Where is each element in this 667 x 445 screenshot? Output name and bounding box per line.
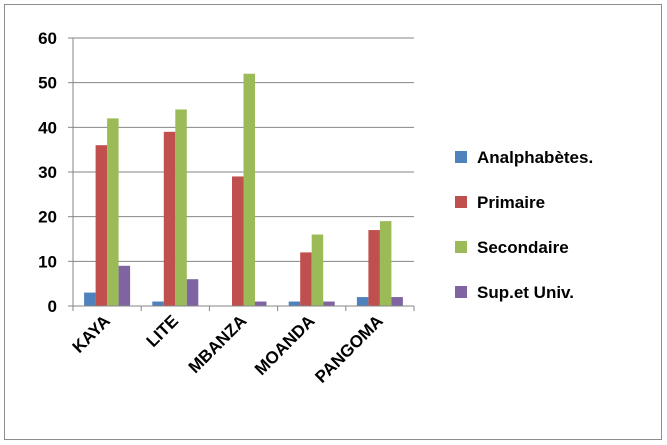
legend-swatch bbox=[455, 286, 467, 298]
bar bbox=[95, 145, 108, 306]
y-tick-label: 0 bbox=[48, 297, 57, 316]
x-tick-label: KAYA bbox=[69, 311, 114, 356]
x-tick-label: MOANDA bbox=[251, 311, 319, 379]
legend: Analphabètes. Primaire Secondaire Sup.et Un… bbox=[455, 148, 593, 302]
y-tick-label: 10 bbox=[38, 252, 57, 271]
bar bbox=[368, 230, 380, 306]
x-tick-label: MBANZA bbox=[185, 311, 251, 377]
legend-label: Analphabètes. bbox=[477, 148, 593, 167]
bar bbox=[288, 301, 301, 306]
bar bbox=[175, 109, 187, 306]
bar bbox=[243, 73, 255, 306]
bars bbox=[84, 73, 403, 307]
bar bbox=[391, 297, 403, 306]
y-tick-label: 30 bbox=[38, 163, 57, 182]
x-tick-label: PANGOMA bbox=[311, 311, 386, 386]
y-tick-label: 40 bbox=[38, 118, 57, 137]
legend-label: Sup.et Univ. bbox=[477, 283, 574, 302]
axes bbox=[72, 38, 415, 311]
bar bbox=[323, 301, 335, 306]
bar bbox=[163, 131, 176, 306]
legend-swatch bbox=[455, 196, 467, 208]
legend-swatch bbox=[455, 151, 467, 163]
bar bbox=[107, 118, 119, 307]
bar bbox=[356, 297, 369, 306]
bar bbox=[84, 292, 96, 306]
bar bbox=[232, 176, 244, 306]
legend-swatch bbox=[455, 241, 467, 253]
bar bbox=[379, 221, 392, 306]
bar bbox=[152, 301, 164, 306]
bar bbox=[311, 234, 324, 306]
bar bbox=[118, 265, 131, 306]
legend-label: Secondaire bbox=[477, 238, 569, 257]
x-tick-label: LITE bbox=[143, 311, 182, 350]
bar bbox=[186, 279, 199, 306]
y-tick-label: 60 bbox=[38, 29, 57, 48]
bar bbox=[255, 301, 267, 306]
y-tick-label: 20 bbox=[38, 208, 57, 227]
legend-label: Primaire bbox=[477, 193, 545, 212]
y-tick-label: 50 bbox=[38, 74, 57, 93]
bar bbox=[300, 252, 312, 306]
y-axis-ticks: 0 10 20 30 40 50 60 bbox=[38, 29, 73, 316]
